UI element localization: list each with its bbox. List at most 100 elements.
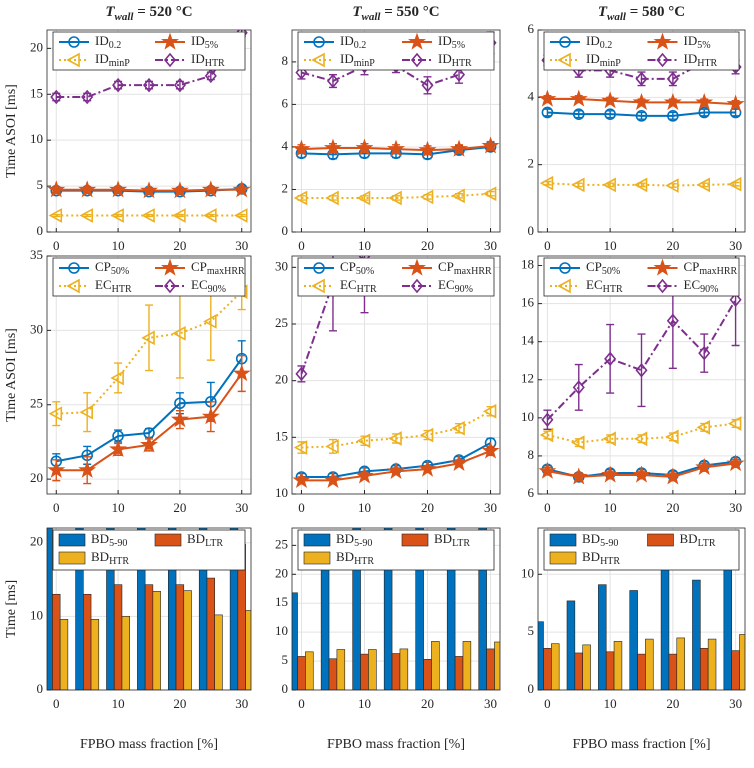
marker bbox=[663, 92, 682, 111]
x-tick-label: 20 bbox=[421, 238, 434, 253]
x-tick-label: 30 bbox=[235, 238, 248, 253]
legend-box bbox=[52, 31, 246, 71]
bar bbox=[637, 653, 646, 690]
bar bbox=[494, 641, 500, 690]
bar bbox=[368, 649, 377, 690]
y-tick-label: 6 bbox=[528, 21, 535, 36]
bar bbox=[121, 616, 130, 690]
marker bbox=[170, 410, 189, 428]
marker bbox=[541, 412, 554, 427]
y-tick-label: 20 bbox=[30, 39, 43, 54]
bar bbox=[90, 619, 100, 690]
x-tick-label: 20 bbox=[421, 696, 434, 711]
x-tick-label: 30 bbox=[729, 500, 742, 515]
legend-swatch bbox=[303, 533, 331, 547]
marker bbox=[698, 106, 711, 119]
marker bbox=[604, 108, 616, 120]
marker bbox=[50, 89, 63, 105]
marker bbox=[450, 139, 469, 157]
legend-label: BD5-90 bbox=[336, 531, 372, 549]
marker bbox=[541, 106, 554, 119]
legend: BD5-90 BDLTR BDHTR bbox=[297, 529, 495, 571]
y-axis-label: Time ASOI [ms] bbox=[4, 328, 19, 422]
marker bbox=[140, 435, 158, 453]
bar bbox=[47, 528, 53, 690]
bar bbox=[328, 658, 338, 690]
bar bbox=[399, 648, 409, 690]
bar bbox=[144, 584, 154, 690]
legend-label: CPmaxHRR bbox=[684, 259, 738, 277]
legend-box bbox=[297, 257, 495, 297]
marker bbox=[323, 138, 342, 156]
legend-label: CP50% bbox=[95, 259, 129, 277]
marker bbox=[698, 345, 711, 361]
legend-label: BDHTR bbox=[91, 549, 129, 567]
marker bbox=[726, 94, 745, 112]
y-tick-label: 14 bbox=[521, 333, 535, 348]
marker bbox=[356, 190, 371, 206]
axes-box bbox=[537, 527, 746, 691]
legend-swatch bbox=[58, 551, 86, 565]
y-tick-label: 15 bbox=[275, 428, 288, 443]
marker bbox=[163, 278, 177, 294]
marker bbox=[569, 467, 588, 485]
marker bbox=[311, 278, 325, 294]
y-tick-label: 6 bbox=[282, 95, 289, 110]
marker bbox=[142, 77, 156, 93]
bar bbox=[676, 637, 685, 690]
y-tick-label: 0 bbox=[282, 681, 289, 696]
x-tick-label: 30 bbox=[484, 696, 497, 711]
y-tick-label: 25 bbox=[30, 396, 43, 411]
marker bbox=[66, 278, 80, 294]
bar bbox=[206, 577, 215, 690]
plot bbox=[292, 528, 500, 690]
panel: 0 5 10 15 20 25 0 10 20 30 BD5-90 BDLTR BDHTR FPBO ma… bbox=[275, 527, 501, 752]
y-tick-label: 20 bbox=[30, 534, 43, 549]
marker bbox=[726, 454, 745, 472]
error-bar bbox=[328, 438, 337, 454]
bar bbox=[336, 649, 346, 690]
marker bbox=[571, 435, 585, 450]
x-tick-label: 30 bbox=[484, 500, 497, 515]
error-bar bbox=[574, 363, 583, 411]
marker bbox=[78, 180, 97, 198]
marker bbox=[172, 208, 186, 223]
legend-label: CPmaxHRR bbox=[191, 259, 245, 277]
y-tick-label: 10 bbox=[521, 409, 534, 424]
marker bbox=[632, 465, 651, 483]
y-tick-label: 2 bbox=[282, 180, 289, 195]
bar bbox=[352, 528, 361, 690]
marker bbox=[109, 439, 128, 458]
marker bbox=[557, 52, 571, 68]
y-tick-label: 18 bbox=[521, 257, 534, 272]
y-tick-label: 5 bbox=[282, 652, 289, 667]
bar bbox=[245, 610, 251, 690]
y-tick-label: 6 bbox=[528, 485, 535, 500]
legend-label: IDHTR bbox=[684, 51, 718, 69]
marker bbox=[539, 175, 554, 191]
bar bbox=[168, 528, 177, 690]
x-tick-label: 20 bbox=[666, 696, 679, 711]
legend-label: ID0.2 bbox=[340, 33, 366, 51]
marker bbox=[292, 139, 311, 157]
marker bbox=[311, 52, 325, 68]
marker bbox=[695, 457, 714, 475]
marker bbox=[387, 139, 405, 157]
bar bbox=[566, 600, 576, 690]
panel: 0 2 4 6 8 0 10 20 30 ID0.2 ID5% IDminP IDHTR Twall = … bbox=[282, 4, 501, 253]
legend-label: BDLTR bbox=[187, 531, 223, 549]
legend-box bbox=[543, 257, 740, 297]
x-tick-label: 20 bbox=[666, 500, 679, 515]
y-tick-label: 15 bbox=[275, 594, 288, 609]
axes-box bbox=[46, 29, 252, 233]
legend-swatch bbox=[549, 551, 577, 565]
bar bbox=[198, 528, 208, 690]
legend-swatch bbox=[154, 533, 182, 547]
bar bbox=[305, 651, 314, 690]
marker bbox=[538, 461, 557, 479]
y-tick-label: 10 bbox=[521, 565, 534, 580]
y-tick-label: 20 bbox=[275, 565, 288, 580]
marker bbox=[633, 431, 648, 447]
legend-label: IDHTR bbox=[191, 51, 225, 69]
marker bbox=[47, 460, 66, 478]
